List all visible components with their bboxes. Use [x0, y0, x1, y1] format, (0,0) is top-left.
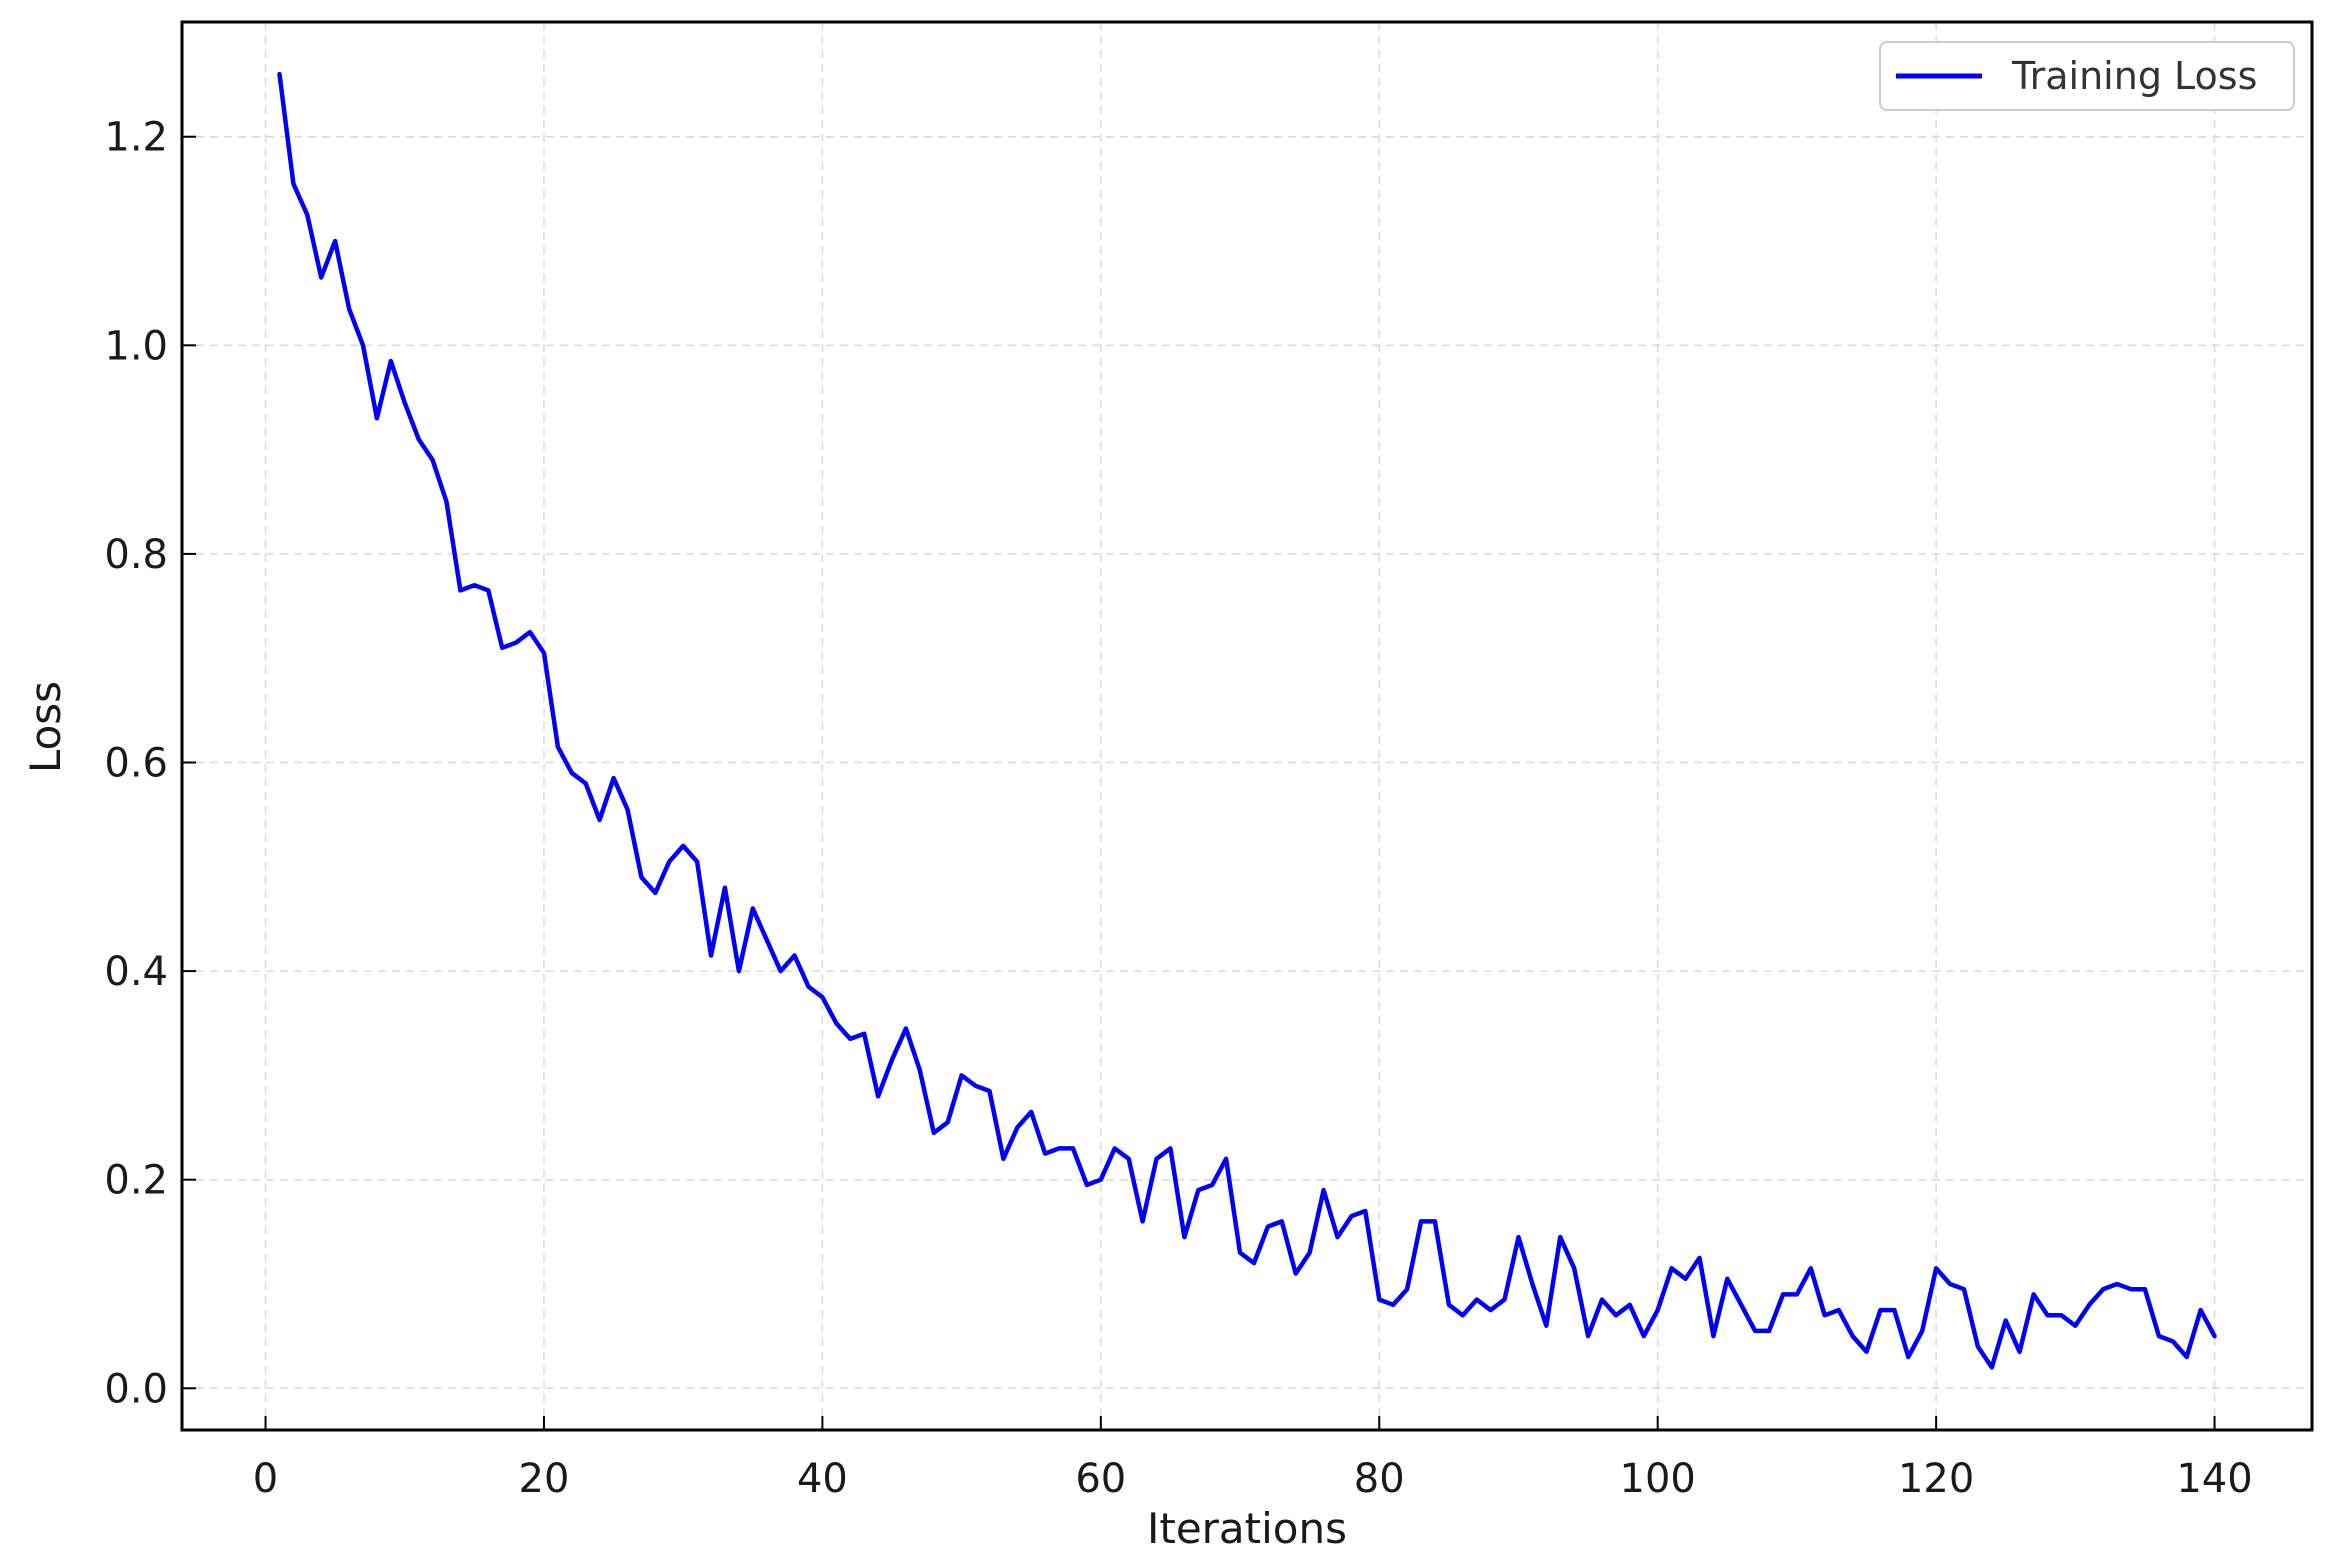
y-tick-label: 0.2 — [104, 1158, 168, 1204]
x-tick-label: 20 — [519, 1456, 570, 1502]
x-tick-label: 80 — [1354, 1456, 1405, 1502]
plot-area — [182, 22, 2312, 1430]
x-tick-label: 60 — [1075, 1456, 1126, 1502]
legend-label-training-loss: Training Loss — [2011, 54, 2257, 98]
axes-frame — [180, 20, 2314, 1432]
y-tick-label: 0.4 — [104, 949, 168, 995]
tick-marks — [182, 135, 2216, 1430]
y-tick-label: 0.6 — [104, 741, 168, 787]
y-tick-label: 1.0 — [104, 323, 168, 369]
plot-lines — [277, 71, 2217, 1370]
y-tick-label: 0.0 — [104, 1366, 168, 1412]
series-line-training-loss — [277, 71, 2217, 1370]
x-tick-label: 0 — [253, 1456, 278, 1502]
y-tick-label: 1.2 — [104, 115, 168, 161]
grid-lines — [182, 22, 2312, 1430]
x-tick-label: 120 — [1898, 1456, 1974, 1502]
axes-border — [180, 20, 2314, 1432]
x-tick-label: 140 — [2176, 1456, 2252, 1502]
y-tick-label: 0.8 — [104, 532, 168, 578]
x-axis-title: Iterations — [1147, 1504, 1347, 1553]
x-tick-label: 40 — [797, 1456, 848, 1502]
legend-box — [1879, 41, 2295, 111]
x-tick-label: 100 — [1620, 1456, 1696, 1502]
tick-labels: 0 20 40 60 80 100 120 140 0.0 0.2 0.4 0.6 0.8 1.0 1.2 — [104, 115, 2252, 1502]
legend: Training Loss — [1879, 41, 2295, 111]
y-axis-title: Loss — [21, 681, 70, 773]
